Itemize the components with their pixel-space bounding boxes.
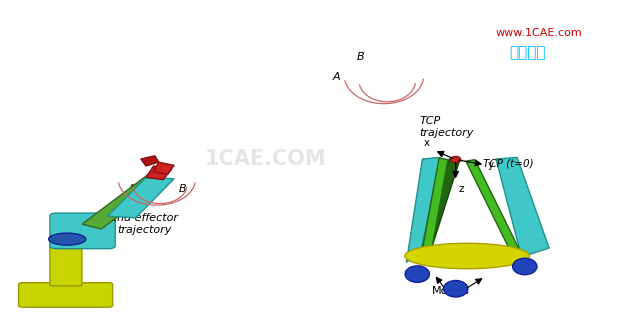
FancyBboxPatch shape — [50, 213, 115, 249]
Ellipse shape — [404, 243, 530, 269]
Text: www.1CAE.com: www.1CAE.com — [496, 28, 583, 38]
Text: Motors: Motors — [432, 287, 470, 296]
Text: End effector
trajectory: End effector trajectory — [110, 213, 178, 235]
Text: B: B — [179, 184, 186, 194]
FancyBboxPatch shape — [50, 244, 82, 286]
Polygon shape — [406, 157, 440, 262]
Ellipse shape — [513, 258, 537, 275]
Ellipse shape — [451, 156, 461, 163]
Ellipse shape — [405, 266, 429, 282]
Text: A: A — [127, 184, 135, 194]
Text: x: x — [424, 138, 430, 148]
Polygon shape — [108, 177, 174, 218]
Text: A: A — [332, 72, 340, 81]
FancyBboxPatch shape — [19, 283, 113, 307]
Text: 仿真在线: 仿真在线 — [509, 45, 545, 60]
Text: y: y — [488, 160, 494, 170]
Polygon shape — [154, 162, 174, 174]
Text: B: B — [356, 52, 364, 61]
Text: TCP (t=0): TCP (t=0) — [483, 159, 534, 169]
Text: z: z — [458, 184, 464, 194]
Text: 1CAE.COM: 1CAE.COM — [205, 149, 326, 169]
Polygon shape — [146, 166, 172, 180]
Polygon shape — [422, 158, 448, 251]
Polygon shape — [82, 174, 170, 229]
Ellipse shape — [49, 233, 86, 245]
Polygon shape — [466, 160, 520, 252]
Polygon shape — [141, 156, 159, 166]
Text: TCP
trajectory: TCP trajectory — [419, 116, 474, 138]
Polygon shape — [496, 157, 549, 257]
Polygon shape — [421, 159, 460, 253]
Ellipse shape — [444, 280, 468, 297]
